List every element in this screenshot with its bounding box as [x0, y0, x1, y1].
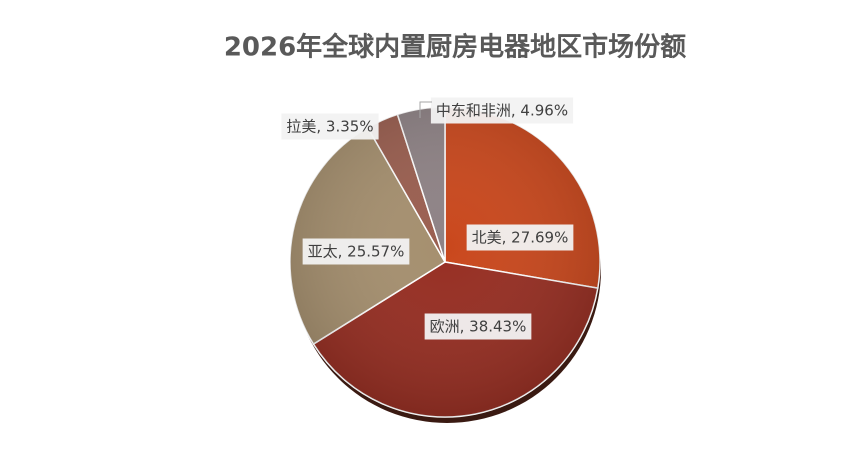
data-label: 亚太, 25.57%	[308, 243, 405, 261]
label-box	[302, 238, 410, 265]
label-box	[430, 97, 574, 124]
data-label: 欧洲, 38.43%	[430, 318, 527, 336]
chart-title: 2026年全球内置厨房电器地区市场份额	[224, 32, 686, 63]
data-label: 中东和非洲, 4.96%	[436, 102, 568, 120]
label-box	[466, 224, 574, 251]
leader-line	[419, 101, 432, 118]
label-box	[281, 113, 379, 140]
data-label: 北美, 27.69%	[472, 229, 569, 247]
pie-slice	[444, 106, 601, 289]
data-label: 拉美, 3.35%	[286, 118, 373, 136]
label-box	[424, 313, 532, 340]
labels: 北美, 27.69% 欧洲, 38.43% 亚太, 25.57% 拉美, 3.35% 中…	[281, 97, 574, 340]
